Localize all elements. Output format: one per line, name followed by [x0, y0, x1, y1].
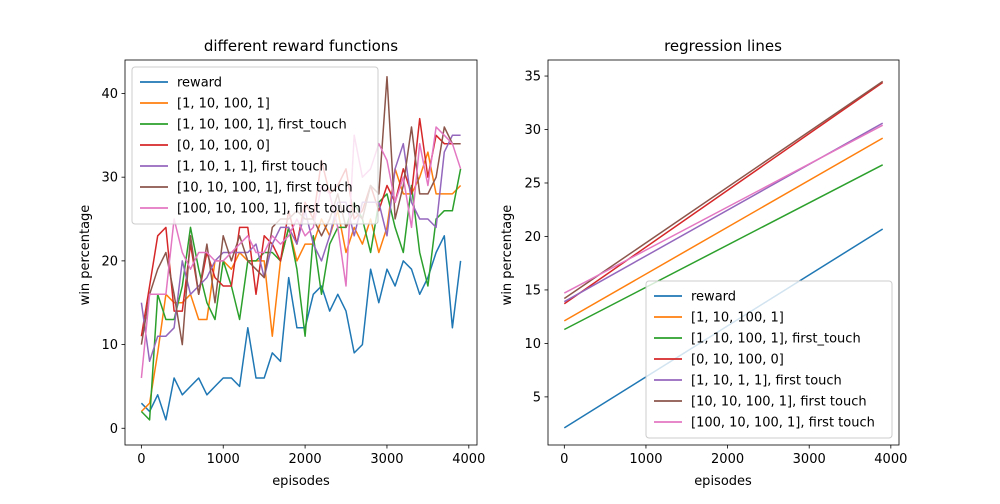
right-y-tick-label-0: 5	[533, 390, 541, 405]
left-chart-xlabel: episodes	[272, 474, 330, 489]
left-legend-label-0: reward	[177, 76, 222, 91]
right-x-tick-label-3: 3000	[793, 452, 826, 467]
right-series-line-1	[563, 137, 884, 322]
left-legend-box	[131, 66, 379, 225]
right-legend-label-2: [1, 10, 100, 1], first_touch	[691, 332, 861, 347]
left-y-tick-label-4: 40	[101, 87, 118, 102]
right-x-tick-label-1: 1000	[629, 452, 662, 467]
right-series-line-3	[563, 81, 884, 305]
right-y-tick-label-5: 30	[524, 123, 541, 138]
left-x-tick-label-2: 2000	[289, 452, 322, 467]
right-legend-box	[645, 280, 893, 439]
right-y-tick-label-6: 35	[524, 70, 541, 85]
right-y-tick-label-3: 20	[524, 230, 541, 245]
left-x-tick-label-3: 3000	[370, 452, 403, 467]
left-legend-label-4: [1, 10, 1, 1], first touch	[177, 160, 328, 175]
right-series-line-2	[563, 164, 884, 331]
left-series-line-2	[140, 168, 462, 421]
right-y-tick-label-1: 10	[524, 337, 541, 352]
right-legend-label-3: [0, 10, 100, 0]	[691, 353, 784, 368]
left-y-tick-label-2: 20	[101, 254, 118, 269]
right-legend-label-5: [10, 10, 100, 1], first touch	[691, 395, 867, 410]
right-y-tick-label-4: 25	[524, 176, 541, 191]
left-series-line-6	[140, 126, 462, 379]
left-chart: different reward functions episodes win …	[78, 37, 485, 489]
left-y-tick-label-3: 30	[101, 171, 118, 186]
left-x-tick-label-1: 1000	[207, 452, 240, 467]
right-series-line-6	[563, 124, 884, 294]
left-legend-label-1: [1, 10, 100, 1]	[177, 97, 270, 112]
left-chart-ylabel: win percentage	[78, 205, 93, 306]
right-chart-xlabel: episodes	[694, 474, 752, 489]
right-chart-ylabel: win percentage	[500, 205, 515, 306]
left-legend-label-2: [1, 10, 100, 1], first_touch	[177, 118, 347, 133]
right-legend-label-6: [100, 10, 100, 1], first touch	[691, 416, 875, 431]
left-axes-frame	[124, 59, 478, 446]
right-axes-frame	[547, 59, 900, 446]
right-legend-label-1: [1, 10, 100, 1]	[691, 311, 784, 326]
right-x-tick-label-2: 2000	[711, 452, 744, 467]
right-legend-label-4: [1, 10, 1, 1], first touch	[691, 374, 842, 389]
right-series-line-5	[563, 80, 884, 300]
left-y-tick-label-1: 10	[101, 338, 118, 353]
right-x-tick-label-4: 4000	[874, 452, 907, 467]
left-x-tick-label-4: 4000	[452, 452, 485, 467]
left-legend-label-6: [100, 10, 100, 1], first touch	[177, 202, 361, 217]
right-chart-title: regression lines	[664, 37, 782, 55]
right-x-tick-label-0: 0	[560, 452, 568, 467]
left-legend-label-5: [10, 10, 100, 1], first touch	[177, 181, 353, 196]
left-chart-title: different reward functions	[204, 37, 398, 55]
left-series-line-1	[140, 151, 462, 413]
right-y-tick-label-2: 15	[524, 283, 541, 298]
left-series-line-0	[140, 235, 462, 421]
left-x-tick-label-0: 0	[137, 452, 145, 467]
left-legend: reward [1, 10, 100, 1] [1, 10, 100, 1], fi…	[131, 66, 379, 225]
right-chart: regression lines episodes win percentage…	[500, 37, 907, 489]
right-legend: reward [1, 10, 100, 1] [1, 10, 100, 1], fi…	[645, 280, 893, 439]
right-legend-label-0: reward	[691, 290, 736, 305]
left-legend-label-3: [0, 10, 100, 0]	[177, 139, 270, 154]
left-y-tick-label-0: 0	[110, 422, 118, 437]
